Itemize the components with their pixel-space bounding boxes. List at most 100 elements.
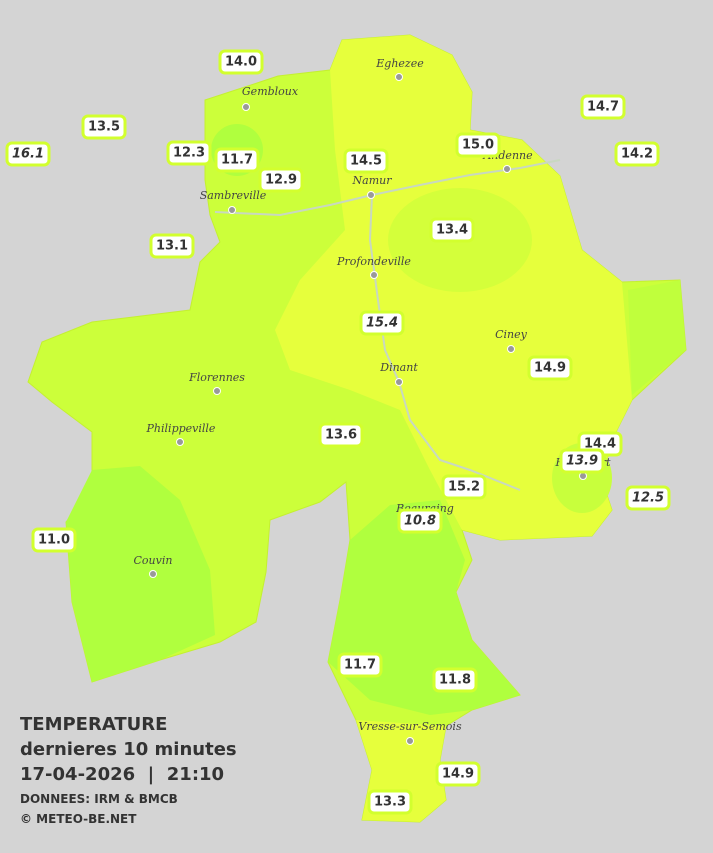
badge-box: [218, 49, 264, 75]
badge-box: [5, 141, 51, 167]
city-dot: [395, 73, 403, 81]
temperature-badge: 11.0: [31, 527, 77, 553]
city-label: Sambreville: [200, 189, 267, 202]
temperature-badge: 15.0: [455, 132, 501, 158]
badge-box: [435, 761, 481, 787]
badge-box: [559, 448, 605, 474]
temperature-label: 11.7: [344, 658, 376, 673]
badge-box: [397, 508, 443, 534]
badge-box: [318, 422, 364, 448]
temperature-badge: 10.8: [397, 508, 443, 534]
temperature-label: 14.5: [350, 154, 382, 169]
temperature-label: 12.5: [632, 491, 664, 506]
temperature-badge: 13.3: [367, 789, 413, 815]
temperature-label: 16.1: [12, 147, 44, 162]
temperature-label: 15.4: [366, 316, 398, 331]
temperature-badge: 13.1: [149, 233, 195, 259]
city-label: Ciney: [495, 328, 528, 341]
city-label: Vresse-sur-Semois: [358, 720, 462, 733]
badge-box: [258, 167, 304, 193]
city-label: Namur: [352, 174, 393, 187]
badge-box: [432, 667, 478, 693]
temperature-label: 13.3: [374, 795, 406, 810]
badge-box: [359, 310, 405, 336]
city-label: Florennes: [188, 371, 245, 384]
badge-box: [214, 147, 260, 173]
badge-box: [429, 217, 475, 243]
badge-box: [527, 355, 573, 381]
temperature-label: 15.0: [462, 138, 494, 153]
city-label: Dinant: [379, 361, 418, 374]
badge-box: [367, 789, 413, 815]
city-dot: [507, 345, 515, 353]
city-dot: [395, 378, 403, 386]
temperature-label: 13.5: [88, 120, 120, 135]
temperature-label: 11.0: [38, 533, 70, 548]
city-dot: [213, 387, 221, 395]
temperature-badge: 11.7: [337, 652, 383, 678]
temperature-label: 13.6: [325, 428, 357, 443]
temperature-label: 14.7: [587, 100, 619, 115]
city-label: Couvin: [134, 554, 173, 567]
temperature-label: 13.4: [436, 223, 468, 238]
badge-box: [149, 233, 195, 259]
badge-box: [81, 114, 127, 140]
temperature-badge: 11.8: [432, 667, 478, 693]
temperature-label: 14.4: [584, 437, 616, 452]
temperature-badge: 14.0: [218, 49, 264, 75]
badge-box: [455, 132, 501, 158]
badge-box: [166, 140, 212, 166]
temperature-badge: 12.5: [625, 485, 671, 511]
city-dot: [367, 191, 375, 199]
temperature-badge: 14.2: [614, 141, 660, 167]
temperature-badge: 11.7: [214, 147, 260, 173]
map-subtitle: dernieres 10 minutes: [20, 739, 237, 760]
city-label: Eghezee: [375, 57, 424, 70]
temperature-badge: 13.9: [559, 448, 605, 474]
temperature-label: 14.2: [621, 147, 653, 162]
badge-box: [31, 527, 77, 553]
map-credit: © METEO-BE.NET: [20, 812, 137, 826]
temperature-badge: 14.5: [343, 148, 389, 174]
temperature-badge: 13.6: [318, 422, 364, 448]
temperature-badge: 12.9: [258, 167, 304, 193]
badge-box: [614, 141, 660, 167]
map-source: DONNEES: IRM & BMCB: [20, 792, 178, 806]
temperature-badge: 15.4: [359, 310, 405, 336]
temperature-label: 14.0: [225, 55, 257, 70]
temperature-label: 11.7: [221, 153, 253, 168]
temperature-label: 15.2: [448, 480, 480, 495]
legend-block: TEMPERATURE dernieres 10 minutes 17-04-2…: [20, 714, 237, 826]
temperature-label: 11.8: [439, 673, 471, 688]
temperature-badge: 16.1: [5, 141, 51, 167]
city-dot: [149, 570, 157, 578]
temperature-badge: 14.7: [580, 94, 626, 120]
temperature-badge: 13.4: [429, 217, 475, 243]
city-dot: [176, 438, 184, 446]
temperature-label: 13.1: [156, 239, 188, 254]
city-dot: [406, 737, 414, 745]
badge-box: [625, 485, 671, 511]
temperature-badge: 14.9: [527, 355, 573, 381]
badge-box: [580, 94, 626, 120]
temperature-badge: 14.9: [435, 761, 481, 787]
temperature-badge: 13.5: [81, 114, 127, 140]
badge-box: [343, 148, 389, 174]
temperature-label: 13.9: [566, 454, 598, 469]
city-dot: [503, 165, 511, 173]
badge-box: [441, 474, 487, 500]
city-label: Gembloux: [242, 85, 299, 98]
temperature-badge: 12.3: [166, 140, 212, 166]
temperature-label: 12.3: [173, 146, 205, 161]
city-label: Philippeville: [146, 422, 216, 435]
temperature-badge: 15.2: [441, 474, 487, 500]
city-dot: [228, 206, 236, 214]
map-datetime: 17-04-2026 | 21:10: [20, 764, 224, 785]
city-label: Profondeville: [336, 255, 411, 268]
map-title: TEMPERATURE: [20, 714, 167, 735]
cool-zone: [628, 280, 686, 395]
temperature-label: 10.8: [404, 514, 436, 529]
city-dot: [370, 271, 378, 279]
city-dot: [242, 103, 250, 111]
